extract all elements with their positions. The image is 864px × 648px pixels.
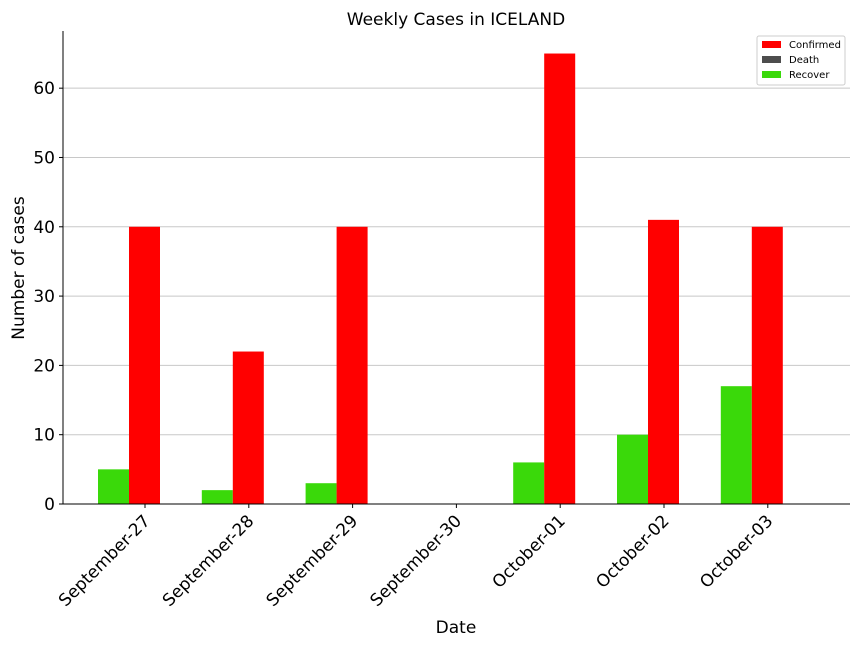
y-tick-label: 40 [33, 218, 55, 238]
x-tick-label: September-30 [366, 511, 465, 610]
legend-swatch [762, 56, 781, 63]
x-tick-label: September-28 [159, 511, 258, 610]
x-tick-label: September-29 [263, 511, 362, 610]
bar-confirmed [648, 219, 679, 504]
y-tick-label: 10 [33, 426, 55, 446]
x-axis-label: Date [436, 618, 477, 638]
chart-title: Weekly Cases in ICELAND [347, 10, 565, 30]
bar-recover [513, 462, 545, 504]
bar-recover [305, 483, 337, 504]
bar-recover [98, 469, 129, 504]
legend-label: Death [789, 55, 819, 66]
bars [98, 53, 783, 505]
bar-confirmed [336, 226, 368, 505]
legend-swatch [762, 41, 781, 48]
legend-swatch [762, 71, 781, 78]
y-tick-label: 60 [33, 79, 55, 99]
y-axis-label: Number of cases [9, 196, 29, 340]
bar-confirmed [232, 351, 264, 504]
y-tick-label: 30 [33, 287, 55, 307]
bar-recover [617, 434, 648, 504]
x-tick-label: October-03 [696, 511, 777, 592]
x-tick-label: October-01 [489, 511, 570, 592]
y-ticks: 0 10 20 30 40 50 60 [33, 79, 63, 515]
legend-label: Recover [789, 70, 830, 81]
y-tick-label: 20 [33, 356, 55, 376]
legend-label: Confirmed [789, 40, 841, 51]
bar-recover [720, 386, 752, 504]
x-ticks: September-27 September-28 September-29 Sept… [55, 504, 777, 611]
bar-confirmed [129, 226, 160, 505]
x-tick-label: September-27 [55, 511, 154, 610]
grid-lines [63, 87, 850, 436]
legend: Confirmed Death Recover [756, 35, 846, 86]
y-tick-label: 0 [44, 495, 55, 515]
bar-confirmed [751, 226, 783, 505]
x-tick-label: October-02 [592, 511, 673, 592]
bar-confirmed [544, 53, 576, 505]
y-tick-label: 50 [33, 148, 55, 168]
bar-recover [201, 490, 233, 504]
